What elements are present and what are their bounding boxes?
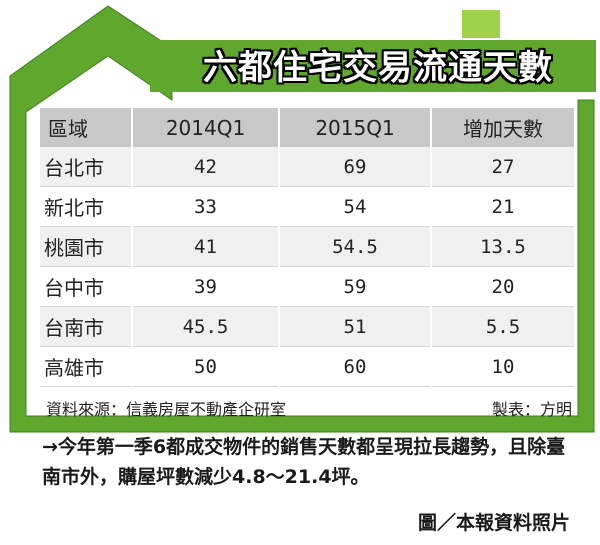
cell-increase: 13.5 xyxy=(430,226,574,267)
caption-note: →今年第一季6都成交物件的銷售天數都呈現拉長趨勢，且除臺南市外，購屋坪數減少4.… xyxy=(42,436,566,488)
cell-city: 台北市 xyxy=(40,147,132,187)
cell-2015q1: 59 xyxy=(278,266,431,307)
cell-city: 桃園市 xyxy=(40,226,132,267)
chimney xyxy=(462,10,500,38)
cell-2014q1: 42 xyxy=(131,147,279,187)
cell-2014q1: 45.5 xyxy=(131,306,279,347)
header-2014q1: 2014Q1 xyxy=(131,108,279,147)
page-title: 六都住宅交易流通天數 xyxy=(203,47,553,88)
table-row: 台北市 42 69 27 xyxy=(40,147,574,187)
data-table-container: 區域 2014Q1 2015Q1 增加天數 台北市 42 69 27 新北市 3… xyxy=(40,108,574,387)
table-row: 台中市 39 59 20 xyxy=(40,266,574,307)
cell-2014q1: 33 xyxy=(131,186,279,227)
data-table: 區域 2014Q1 2015Q1 增加天數 台北市 42 69 27 新北市 3… xyxy=(40,108,574,387)
table-row: 新北市 33 54 21 xyxy=(40,186,574,227)
table-row: 高雄市 50 60 10 xyxy=(40,346,574,387)
cell-increase: 27 xyxy=(430,147,574,187)
table-header-row: 區域 2014Q1 2015Q1 增加天數 xyxy=(40,108,574,147)
data-source: 資料來源：信義房屋不動產企研室 xyxy=(46,400,287,419)
cell-2014q1: 50 xyxy=(131,346,279,387)
cell-city: 新北市 xyxy=(40,186,132,227)
header-region: 區域 xyxy=(40,108,132,147)
table-row: 桃園市 41 54.5 13.5 xyxy=(40,226,574,267)
cell-2014q1: 39 xyxy=(131,266,279,307)
cell-increase: 5.5 xyxy=(430,306,574,347)
cell-city: 台南市 xyxy=(40,306,132,347)
cell-increase: 10 xyxy=(430,346,574,387)
cell-2015q1: 54 xyxy=(278,186,431,227)
cell-2015q1: 69 xyxy=(278,147,431,187)
cell-2015q1: 51 xyxy=(278,306,431,347)
title-banner xyxy=(150,40,596,92)
table-row: 台南市 45.5 51 5.5 xyxy=(40,306,574,347)
cell-increase: 20 xyxy=(430,266,574,307)
cell-2015q1: 60 xyxy=(278,346,431,387)
cell-city: 高雄市 xyxy=(40,346,132,387)
cell-increase: 21 xyxy=(430,186,574,227)
header-increase-days: 增加天數 xyxy=(430,108,574,147)
photo-credit: 圖／本報資料照片 xyxy=(417,512,570,534)
cell-city: 台中市 xyxy=(40,266,132,307)
source-line: 資料來源：信義房屋不動產企研室 製表：方明 xyxy=(46,397,572,419)
cell-2015q1: 54.5 xyxy=(278,226,431,267)
table-producer: 製表：方明 xyxy=(491,400,572,419)
cell-2014q1: 41 xyxy=(131,226,279,267)
header-2015q1: 2015Q1 xyxy=(278,108,431,147)
